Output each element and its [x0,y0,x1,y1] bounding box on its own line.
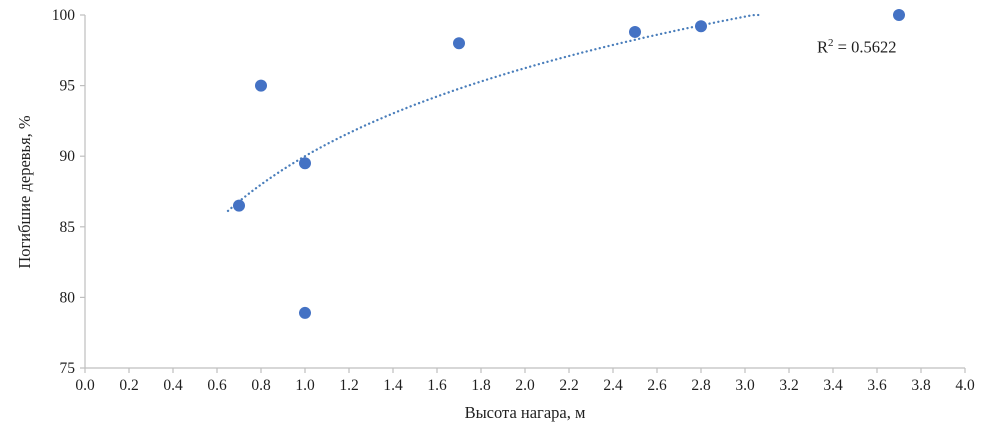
r-squared-value: = 0.5622 [833,37,897,57]
x-tick-label: 0.8 [251,377,271,394]
data-point [233,199,245,212]
data-point [893,9,905,21]
data-point [299,157,311,170]
x-tick-label: 1.6 [427,377,447,394]
x-tick-label: 2.0 [515,377,535,394]
x-tick-label: 1.0 [295,377,315,394]
x-axis-title: Высота нагара, м [464,403,586,422]
x-tick-label: 2.2 [559,377,578,394]
y-tick-label: 90 [60,148,76,165]
y-tick-label: 80 [60,289,76,306]
x-tick-label: 3.0 [735,377,755,394]
data-point [255,79,267,92]
r-squared-exponent: 2 [828,37,834,49]
data-point [299,306,311,319]
data-point [695,20,707,33]
y-tick-label: 95 [60,78,76,95]
x-tick-label: 0.0 [75,377,95,394]
x-tick-label: 2.4 [603,377,623,394]
r-squared-label: R2 = 0.5622 [817,37,896,58]
x-tick-label: 2.8 [691,377,711,394]
x-tick-label: 3.6 [867,377,887,394]
x-tick-label: 2.6 [647,377,667,394]
x-tick-label: 3.8 [911,377,931,394]
x-tick-label: 4.0 [955,377,975,394]
r-squared-base: R [817,37,829,57]
x-tick-label: 3.2 [779,377,798,394]
x-tick-label: 1.8 [471,377,491,394]
x-tick-label: 0.6 [207,377,227,394]
y-tick-label: 85 [60,219,76,236]
trendline [226,13,762,213]
x-tick-label: 3.4 [823,377,843,394]
data-point [453,37,465,50]
x-tick-label: 1.4 [383,377,403,394]
y-tick-label: 100 [52,7,76,24]
y-axis-title: Погибшие деревья, % [15,115,34,269]
x-tick-label: 1.2 [339,377,358,394]
x-tick-label: 0.2 [119,377,138,394]
y-tick-label: 75 [60,360,76,377]
data-point [629,25,641,38]
x-tick-label: 0.4 [163,377,183,394]
